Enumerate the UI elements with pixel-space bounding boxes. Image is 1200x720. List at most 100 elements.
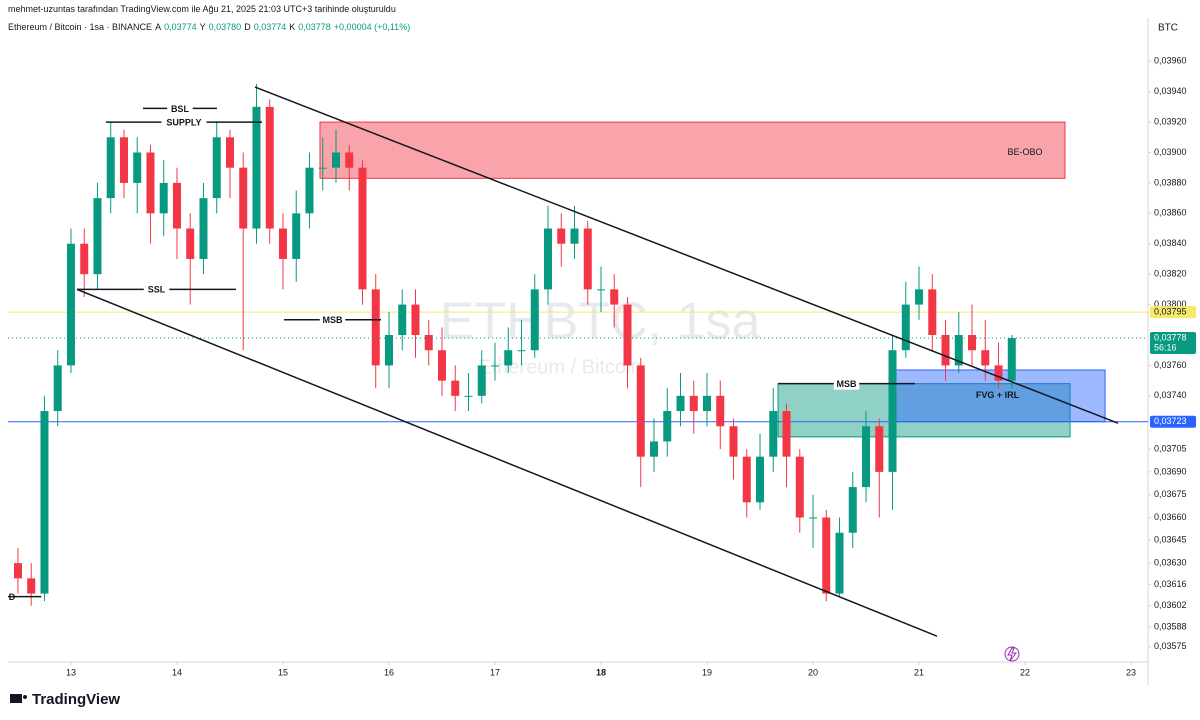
price-label-box [1150, 306, 1196, 319]
trendline [254, 86, 1119, 424]
y-tick-label: 0,03800 [1154, 299, 1187, 309]
candle-body [915, 289, 924, 305]
candle-body [265, 106, 274, 229]
candle-body [557, 228, 566, 244]
x-tick-label: 14 [172, 667, 182, 677]
level-label-bg [143, 283, 170, 296]
candle-body [769, 411, 778, 457]
y-tick-label: 0,03630 [1154, 558, 1187, 568]
candle-body [80, 243, 89, 275]
candle-body [53, 365, 62, 412]
candle-body [583, 228, 592, 290]
x-tick-label: 18 [596, 667, 606, 677]
candle-body [477, 365, 486, 396]
candle-body [27, 578, 36, 594]
candle-body [40, 411, 49, 594]
last-price-box [1150, 332, 1196, 355]
candle-body [331, 152, 340, 168]
candle-body [901, 304, 910, 351]
y-tick-label: 0,03690 [1154, 466, 1187, 476]
y-tick-label: 0,03760 [1154, 360, 1187, 370]
watermark: ETHBTC, 1sa [440, 293, 761, 351]
x-tick-label: 15 [278, 667, 288, 677]
zone [777, 383, 1071, 438]
candle-body [809, 517, 818, 519]
credit: mehmet-uzuntas tarafından TradingView.co… [8, 4, 396, 14]
last-price-label: 0,03778 [1154, 332, 1187, 342]
candle-body [345, 152, 354, 168]
y-tick-label: 0,03740 [1154, 390, 1187, 400]
logo-dot [23, 695, 27, 699]
candle-body [371, 289, 380, 366]
candle-body [490, 365, 499, 367]
logo-mark [10, 694, 22, 703]
candle-body [252, 106, 261, 229]
price-label-box [1150, 415, 1196, 428]
candle-body [822, 517, 831, 594]
y-tick-label: 0,03616 [1154, 579, 1187, 589]
y-tick-label: 0,03880 [1154, 177, 1187, 187]
candle-body [504, 350, 513, 366]
zone [319, 121, 1066, 179]
candle-body [384, 335, 393, 366]
ohlc-key: A [155, 22, 162, 32]
trendline [76, 288, 938, 637]
level-label: MSB [837, 379, 858, 389]
candle-body [13, 563, 22, 579]
candle-body [239, 167, 248, 229]
level-label-bg [319, 313, 346, 326]
candle-body [530, 289, 539, 351]
level-label: SUPPLY [166, 117, 201, 127]
level-label: D [9, 592, 16, 602]
x-tick-label: 19 [702, 667, 712, 677]
candle-body [716, 395, 725, 427]
candle-body [676, 395, 685, 412]
candle-body [981, 350, 990, 366]
candle-body [994, 365, 1003, 381]
x-tick-label: 20 [808, 667, 818, 677]
candle-body [451, 380, 460, 396]
level-label: BSL [171, 104, 190, 114]
y-tick-label: 0,03645 [1154, 535, 1187, 545]
candle-body [650, 441, 659, 457]
zone-label: FVG + IRL [976, 390, 1020, 400]
candle-body [199, 198, 208, 259]
candle-body [93, 198, 102, 275]
x-tick-label: 22 [1020, 667, 1030, 677]
level-label-bg [161, 116, 207, 129]
zone-label: BE-OBO [1008, 147, 1043, 157]
watermark-sub: Ethereum / Bitcoin [478, 356, 641, 378]
candle-body [106, 137, 115, 199]
candle-body [358, 167, 367, 290]
candle-body [66, 243, 75, 366]
candle-body [186, 228, 195, 259]
y-tick-label: 0,03705 [1154, 443, 1187, 453]
x-tick-label: 16 [384, 667, 394, 677]
candle-body [225, 137, 234, 168]
y-tick-label: 0,03675 [1154, 489, 1187, 499]
level-label-bg [167, 102, 193, 115]
candle-body [411, 304, 420, 335]
candle-body [610, 289, 619, 305]
level-label-bg [833, 377, 860, 390]
candle-body [848, 487, 857, 533]
candle-body [835, 532, 844, 594]
candle-body [689, 395, 698, 412]
y-tick-label: 0,03588 [1154, 621, 1187, 631]
candle-body [398, 304, 407, 335]
y-tick-label: 0,03660 [1154, 512, 1187, 522]
alert-icon [1007, 647, 1017, 662]
ohlc-value: 0,03778 [298, 22, 331, 32]
y-tick-label: 0,03900 [1154, 147, 1187, 157]
candle-body [636, 365, 645, 457]
candle-body [159, 182, 168, 214]
candle-body [954, 335, 963, 366]
candle-body [570, 228, 579, 244]
x-tick-label: 23 [1126, 667, 1136, 677]
candle-body [146, 152, 155, 214]
ohlc-key: K [289, 22, 296, 32]
candle-body [318, 167, 327, 169]
price-label: 0,03795 [1154, 307, 1187, 317]
candle-body [292, 213, 301, 259]
